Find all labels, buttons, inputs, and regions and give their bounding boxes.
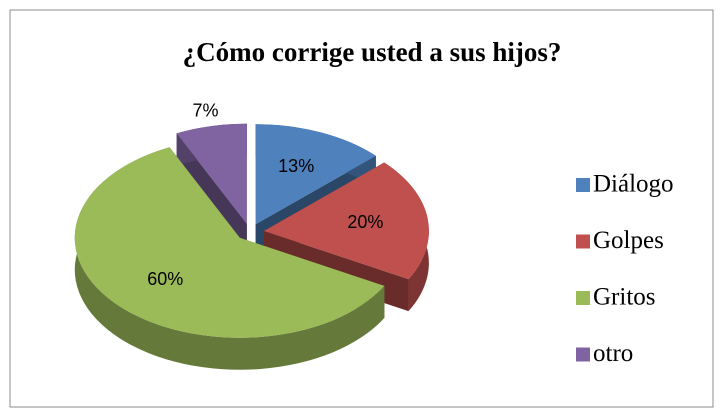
legend-label: Diálogo xyxy=(593,171,674,198)
legend-label: otro xyxy=(593,340,633,367)
value-label: 20% xyxy=(347,212,383,232)
legend-swatch xyxy=(576,234,590,249)
slice xyxy=(255,124,376,225)
slice xyxy=(176,123,247,224)
legend-swatch xyxy=(576,178,590,192)
value-label: 60% xyxy=(147,269,183,289)
slice xyxy=(74,147,385,338)
value-label: 13% xyxy=(278,156,314,176)
legend-label: Gritos xyxy=(593,284,656,311)
value-label: 7% xyxy=(193,100,219,120)
legend-swatch xyxy=(576,347,590,362)
chart-title: ¿Cómo corrige usted a sus hijos? xyxy=(183,37,562,67)
legend-label: Golpes xyxy=(593,227,664,254)
legend-swatch xyxy=(576,291,590,305)
slice xyxy=(263,162,429,280)
